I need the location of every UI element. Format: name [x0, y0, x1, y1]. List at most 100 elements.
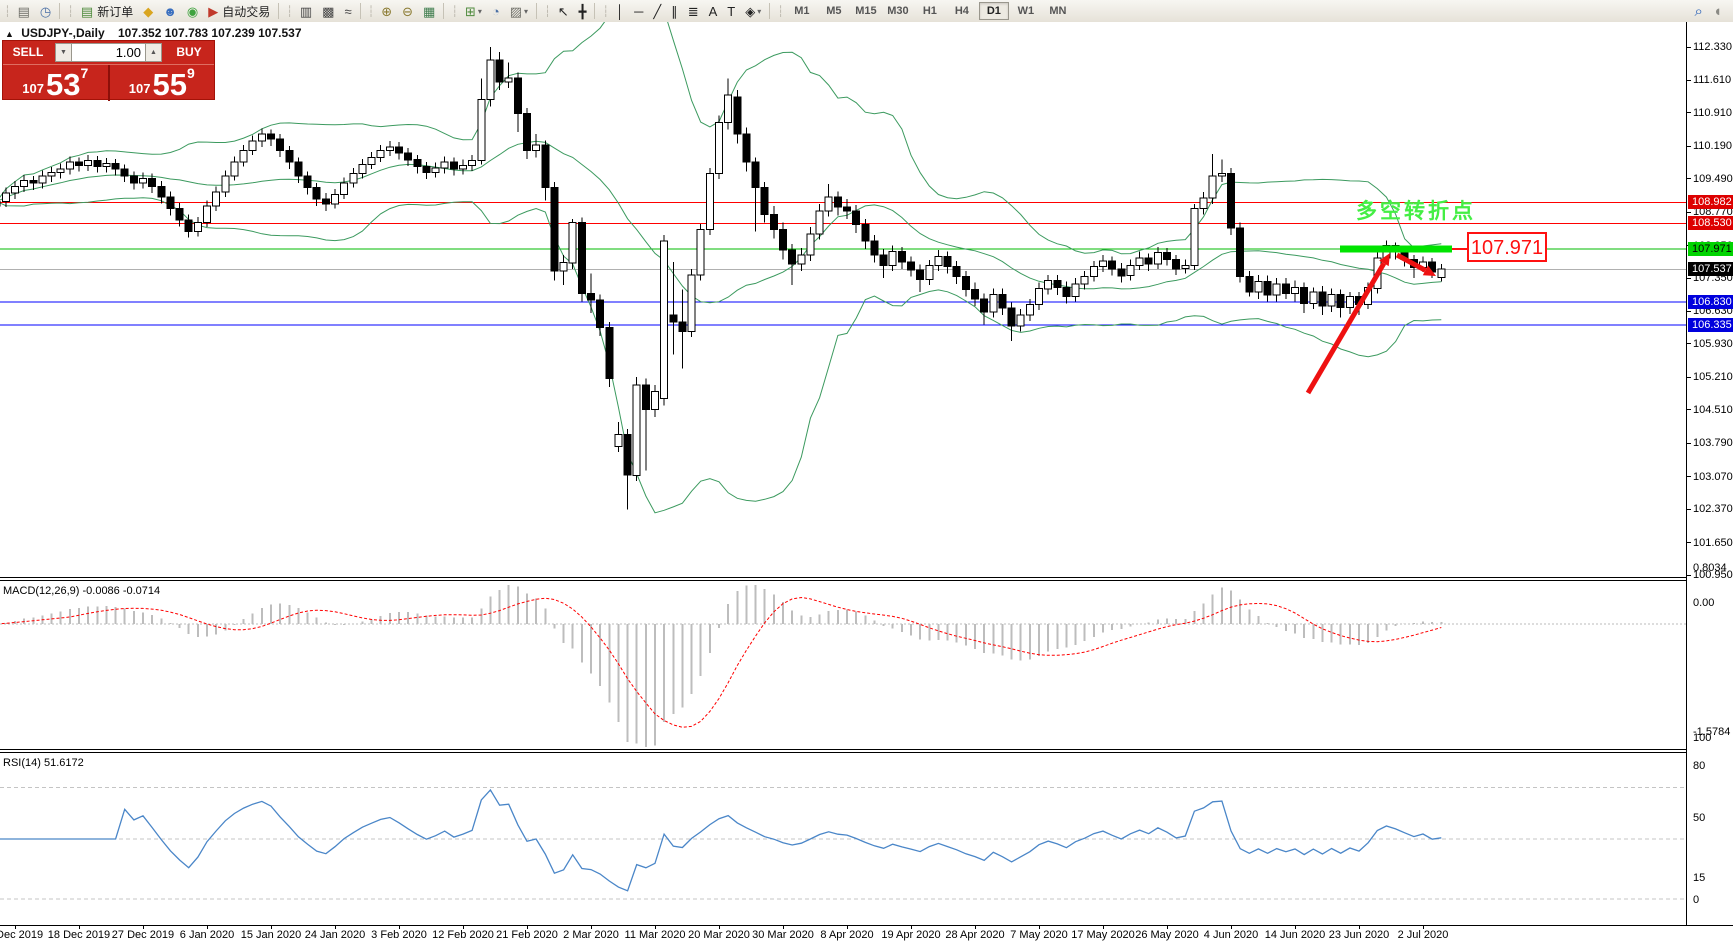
price-tick	[1687, 311, 1691, 312]
timeframe-W1[interactable]: W1	[1011, 2, 1041, 20]
shapes-icon[interactable]: ◈▾	[740, 0, 766, 22]
trendline-icon[interactable]: ╱	[648, 0, 666, 22]
time-axis-label: 28 Apr 2020	[945, 929, 1004, 941]
price-tick-label: 112.330	[1693, 41, 1732, 53]
mql5-icon[interactable]: ◆	[138, 0, 158, 22]
timeframe-H1[interactable]: H1	[915, 2, 945, 20]
price-tick-label: 103.790	[1693, 437, 1733, 449]
zoom-in-icon: ⊕	[381, 5, 392, 18]
crosshair-icon[interactable]: ╋	[574, 0, 592, 22]
community-icon[interactable]: ☻	[158, 0, 182, 22]
timeframe-M30[interactable]: M30	[883, 2, 913, 20]
autotrading-button[interactable]: ▶自动交易	[203, 0, 275, 22]
time-axis-label: 30 Mar 2020	[752, 929, 814, 941]
chart-history-icon[interactable]: ◷	[35, 0, 56, 22]
chat-icon: ◖	[1713, 5, 1722, 18]
text-label-icon[interactable]: T	[722, 0, 740, 22]
new-chart-icon[interactable]: ▤	[13, 0, 35, 22]
new-chart-dropdown: ⊞	[465, 5, 476, 18]
buy-button[interactable]: BUY	[164, 41, 214, 64]
vertical-line-icon: │	[616, 5, 624, 18]
ask-price[interactable]: 107 55 9	[110, 65, 215, 101]
horizontal-line-icon[interactable]: ─	[629, 0, 648, 22]
timeframe-MN[interactable]: MN	[1043, 2, 1073, 20]
zoom-out-icon[interactable]: ⊖	[397, 0, 418, 22]
timeframe-M1[interactable]: M1	[787, 2, 817, 20]
autoscroll-icon[interactable]: ◔	[487, 0, 505, 22]
toolbar-grip-icon: ┆	[368, 5, 375, 18]
volume-up-icon[interactable]: ▲	[145, 43, 162, 62]
price-tick	[1687, 542, 1691, 543]
timeframe-M5[interactable]: M5	[819, 2, 849, 20]
toolbar-grip-icon: ┆	[67, 5, 74, 18]
price-tick	[1687, 343, 1691, 344]
cursor-icon[interactable]: ↖	[553, 0, 574, 22]
price-tick	[1687, 575, 1691, 576]
vertical-line-icon[interactable]: │	[611, 0, 629, 22]
time-axis-label: 18 Dec 2019	[48, 929, 110, 941]
chat-icon[interactable]: ◖	[1708, 0, 1727, 22]
line-chart-icon: ≈	[344, 5, 351, 18]
macd-axis-label: 0.00	[1693, 597, 1714, 609]
zoom-out-icon: ⊖	[402, 5, 413, 18]
trendline-icon: ╱	[653, 5, 661, 18]
search-icon[interactable]: ⌕	[1690, 0, 1708, 22]
rsi-axis-label: 100	[1693, 732, 1711, 744]
toolbar-grip-icon: ┆	[451, 5, 458, 18]
chart-window[interactable]: ▲ USDJPY-,Daily 107.352 107.783 107.239 …	[0, 22, 1733, 941]
chart-symbol: USDJPY-,Daily	[21, 26, 104, 40]
volume-down-icon[interactable]: ▼	[55, 43, 72, 62]
svg-text:多空转折点: 多空转折点	[1356, 199, 1476, 223]
market-icon[interactable]: ◉	[182, 0, 203, 22]
price-tick-label: 104.510	[1693, 404, 1733, 416]
new-chart-dropdown[interactable]: ⊞▾	[460, 0, 487, 22]
rsi-canvas[interactable]	[0, 753, 1686, 925]
price-tick-label: 111.610	[1693, 74, 1731, 86]
search-icon: ⌕	[1695, 5, 1703, 18]
macd-canvas[interactable]	[0, 581, 1686, 749]
rsi-axis-label: 50	[1693, 812, 1705, 824]
templates-icon[interactable]: ▨▾	[505, 0, 533, 22]
sell-button[interactable]: SELL	[3, 41, 53, 64]
volume-field[interactable]: 1.00	[72, 43, 145, 62]
price-tick	[1687, 178, 1691, 179]
time-axis-label: 21 Feb 2020	[496, 929, 558, 941]
time-axis-label: 8 Apr 2020	[820, 929, 873, 941]
bid-price[interactable]: 107 53 7	[3, 65, 110, 101]
timeframe-D1[interactable]: D1	[979, 2, 1009, 20]
toolbar-separator	[443, 3, 444, 19]
autotrading-button: ▶	[208, 5, 218, 18]
new-order-button[interactable]: ▤新订单	[76, 0, 138, 22]
time-axis-label: 15 Jan 2020	[241, 929, 302, 941]
bar-chart-icon[interactable]: ▥	[295, 0, 317, 22]
line-chart-icon[interactable]: ≈	[339, 0, 356, 22]
price-tick	[1687, 278, 1691, 279]
crosshair-icon: ╋	[579, 5, 587, 18]
fibonacci-icon[interactable]: ≣	[683, 0, 704, 22]
tile-windows-icon: ▦	[423, 5, 435, 18]
shapes-icon-caret-icon: ▾	[757, 7, 761, 16]
panel-separator[interactable]	[0, 749, 1733, 753]
price-tick	[1687, 409, 1691, 410]
candlestick-chart-icon[interactable]: ▩	[317, 0, 339, 22]
timeframe-H4[interactable]: H4	[947, 2, 977, 20]
price-tick-label: 110.910	[1693, 107, 1732, 119]
macd-label: MACD(12,26,9) -0.0086 -0.0714	[3, 585, 160, 597]
text-icon[interactable]: A	[704, 0, 723, 22]
zoom-in-icon[interactable]: ⊕	[376, 0, 397, 22]
timeframe-M15[interactable]: M15	[851, 2, 881, 20]
toolbar: ┆▤◷┆▤新订单◆☻◉▶自动交易┆▥▩≈┆⊕⊖▦┆⊞▾◔▨▾┆↖╋┆│─╱∥≣A…	[0, 0, 1733, 23]
new-order-button: ▤	[81, 5, 93, 18]
level-price-label: 106.335	[1688, 318, 1733, 332]
panel-separator[interactable]	[0, 577, 1733, 581]
channel-icon[interactable]: ∥	[666, 0, 683, 22]
toolbar-separator	[769, 3, 770, 19]
channel-icon: ∥	[671, 5, 678, 18]
price-tick-label: 109.490	[1693, 173, 1733, 185]
market-icon: ◉	[187, 5, 198, 18]
candlestick-chart-icon: ▩	[322, 5, 334, 18]
tile-windows-icon[interactable]: ▦	[418, 0, 440, 22]
